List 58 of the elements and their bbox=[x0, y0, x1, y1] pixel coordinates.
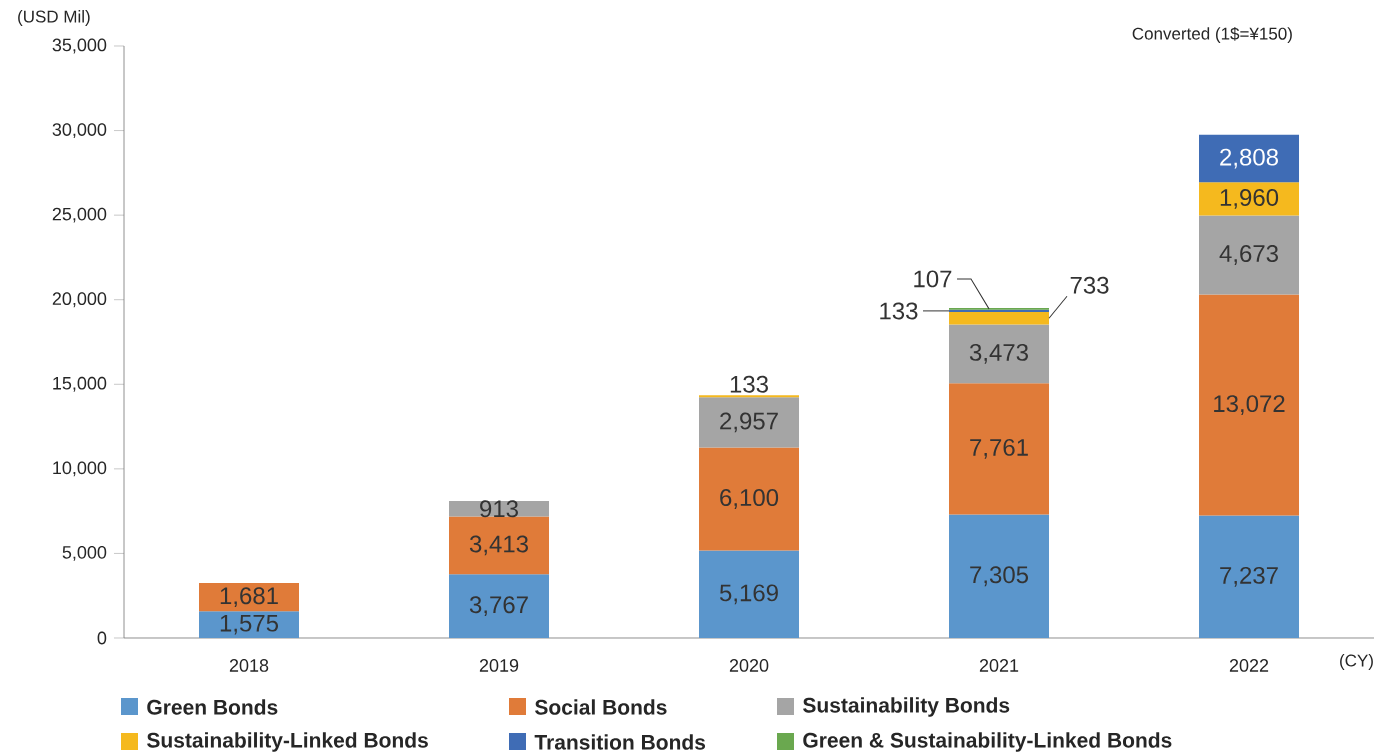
bar bbox=[1199, 294, 1300, 516]
x-tick-label: 2018 bbox=[229, 659, 269, 672]
legend-label: Sustainability Bonds bbox=[803, 697, 1010, 717]
y-tick-label: 25,000 bbox=[52, 207, 107, 223]
bar bbox=[199, 611, 299, 638]
bar bbox=[949, 383, 1050, 515]
x-axis-title: (CY) bbox=[1340, 654, 1373, 670]
bar bbox=[949, 312, 1050, 325]
y-tick-label: 10,000 bbox=[53, 461, 107, 477]
bar bbox=[1199, 134, 1300, 183]
data-label: 913 bbox=[480, 500, 518, 518]
data-label: 3,473 bbox=[969, 343, 1028, 364]
data-label: 2,957 bbox=[720, 412, 778, 433]
bar bbox=[699, 397, 800, 448]
bar bbox=[949, 324, 1050, 384]
y-tick-label: 30,000 bbox=[52, 123, 107, 138]
data-label: 5,169 bbox=[719, 584, 778, 605]
data-label: 4,673 bbox=[1219, 245, 1278, 265]
y-tick-label: 20,000 bbox=[52, 292, 107, 308]
data-label: 1,681 bbox=[220, 587, 278, 608]
x-tick-label: 2019 bbox=[479, 659, 519, 672]
bar bbox=[1199, 515, 1300, 638]
bar bbox=[449, 574, 550, 638]
data-label: 3,413 bbox=[469, 535, 528, 556]
bar bbox=[1199, 182, 1300, 216]
x-tick-label: 2020 bbox=[729, 659, 769, 672]
bar bbox=[449, 516, 550, 575]
y-axis-title: (USD Mil) bbox=[18, 10, 90, 26]
bar bbox=[699, 550, 800, 638]
legend-label: Green Bonds bbox=[147, 699, 278, 715]
bar bbox=[1199, 215, 1300, 295]
data-label: 3,767 bbox=[469, 596, 528, 617]
data-label: 107 bbox=[914, 270, 952, 288]
legend-label: Transition Bonds bbox=[534, 734, 706, 750]
data-label: 7,237 bbox=[1220, 566, 1278, 587]
bar bbox=[449, 501, 550, 517]
y-tick-label: 35,000 bbox=[52, 38, 107, 54]
data-label: 133 bbox=[730, 375, 768, 393]
bar bbox=[949, 514, 1050, 638]
legend-label: Green & Sustainability-Linked Bonds bbox=[803, 732, 1172, 752]
text: Converted (1$=¥150) bbox=[1132, 26, 1292, 44]
legend-label: Sustainability-Linked Bonds bbox=[147, 732, 428, 752]
y-tick-label: 0 bbox=[97, 631, 107, 645]
y-tick-label: 5,000 bbox=[62, 545, 107, 561]
x-tick-label: 2021 bbox=[979, 659, 1019, 672]
data-label: 7,305 bbox=[970, 566, 1029, 587]
data-label: 1,960 bbox=[1220, 188, 1279, 209]
legend-label: Social Bonds bbox=[535, 699, 667, 715]
data-label: 733 bbox=[1070, 276, 1109, 294]
data-label: 13,072 bbox=[1214, 395, 1285, 415]
y-tick-label: 15,000 bbox=[53, 376, 107, 392]
x-tick-label: 2022 bbox=[1229, 659, 1269, 672]
data-label: 7,761 bbox=[970, 438, 1028, 459]
bar bbox=[699, 447, 800, 551]
data-label: 1,575 bbox=[220, 614, 279, 635]
data-label: 6,100 bbox=[720, 489, 779, 509]
data-label: 2,808 bbox=[1220, 148, 1278, 169]
data-label: 133 bbox=[880, 302, 918, 320]
